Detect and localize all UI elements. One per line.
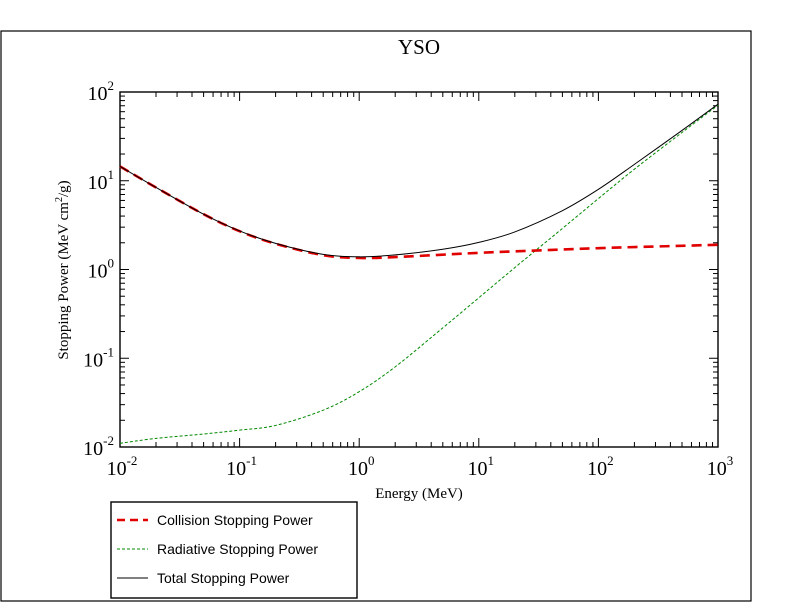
y-tick-label: 10-2 xyxy=(83,433,114,460)
legend-label-total: Total Stopping Power xyxy=(157,570,290,586)
series-total-line xyxy=(119,103,719,258)
series-radiative-line xyxy=(119,104,719,444)
x-tick-label: 103 xyxy=(707,453,734,480)
page-border xyxy=(0,30,752,602)
y-tick-label: 100 xyxy=(88,256,115,283)
legend-label-collision: Collision Stopping Power xyxy=(157,512,313,528)
legend-label-radiative: Radiative Stopping Power xyxy=(157,541,318,557)
y-tick-label: 101 xyxy=(88,167,115,194)
y-tick-label: 102 xyxy=(88,78,115,105)
x-tick-label: 10-1 xyxy=(226,453,257,480)
axis-tick-labels: 10-2 10-1 100 101 102 103 10-2 10-1 100 101 102 xyxy=(83,78,733,480)
y-tick-label: 10-1 xyxy=(83,344,114,371)
legend-box xyxy=(110,501,358,599)
x-tick-label: 102 xyxy=(587,453,614,480)
x-tick-label: 101 xyxy=(468,453,495,480)
x-axis-label: Energy (MeV) xyxy=(375,486,463,502)
legend: Collision Stopping Power Radiative Stopp… xyxy=(110,501,358,599)
axis-ticks xyxy=(119,91,719,448)
series-layer xyxy=(119,103,719,444)
y-axis-label: Stopping Power (MeV cm2/g) xyxy=(54,180,72,359)
x-tick-label: 100 xyxy=(348,453,375,480)
x-tick-label: 10-2 xyxy=(107,453,138,480)
plot-area xyxy=(119,91,719,448)
chart-title: YSO xyxy=(398,35,440,59)
